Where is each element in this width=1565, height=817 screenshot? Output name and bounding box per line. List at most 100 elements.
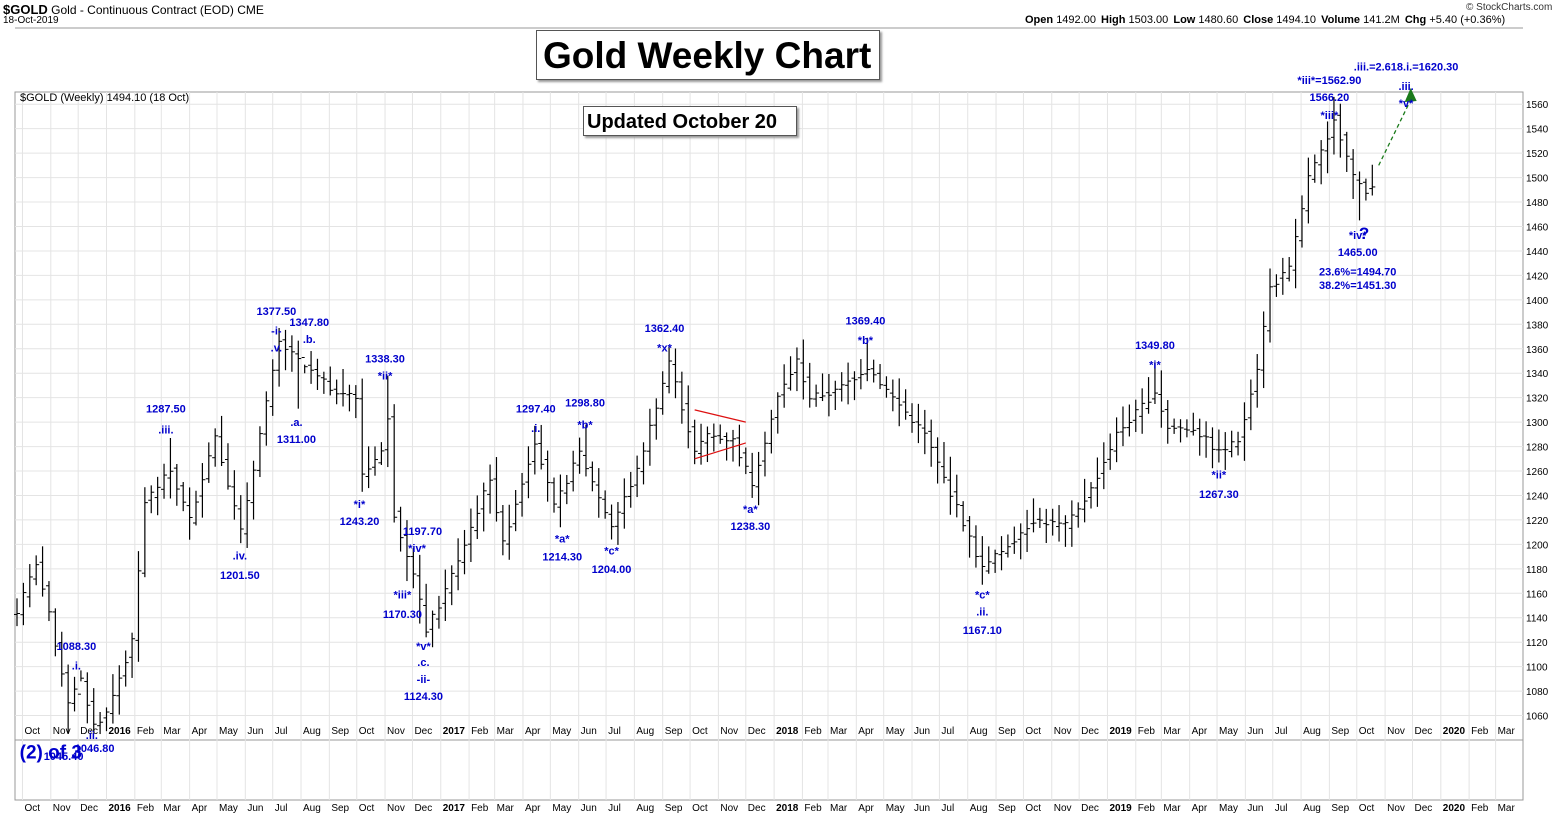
- wave-annotation: *c*: [604, 545, 619, 557]
- wave-annotation: *v*: [416, 641, 431, 653]
- wave-annotation: 1088.30: [56, 641, 96, 653]
- wave-annotation: 1238.30: [730, 521, 770, 533]
- wave-annotation: (2) of 3: [20, 742, 82, 763]
- x-tick-label: 2018: [776, 726, 799, 737]
- x-tick-label: Sep: [665, 803, 683, 814]
- x-tick-label: Mar: [163, 726, 181, 737]
- x-tick-label: May: [1219, 726, 1238, 737]
- wave-annotation: 1046.80: [75, 743, 115, 755]
- x-tick-label: Aug: [636, 726, 654, 737]
- x-tick-label: Jun: [914, 803, 930, 814]
- wave-annotation: .i.: [72, 660, 81, 672]
- x-tick-label: Sep: [1331, 726, 1349, 737]
- x-tick-label: Mar: [1163, 726, 1181, 737]
- wave-annotation: 1465.00: [1338, 247, 1378, 259]
- chg-value: +5.40 (+0.36%): [1429, 14, 1506, 26]
- x-tick-label: Jun: [247, 803, 263, 814]
- wave-annotation: 1214.30: [542, 552, 582, 564]
- wave-annotation: 1377.50: [256, 306, 296, 318]
- wave-annotation: 1566.20: [1310, 92, 1350, 104]
- volume-label: Volume: [1321, 14, 1361, 26]
- x-tick-label: May: [886, 803, 905, 814]
- x-tick-label: Mar: [830, 803, 848, 814]
- x-tick-label: Mar: [830, 726, 848, 737]
- x-tick-label: Nov: [387, 726, 405, 737]
- y-tick-label: 1460: [1526, 222, 1549, 233]
- y-axis: 1060 1080 1100 1120 1140 1160 1180 1200 1220 1240…: [1526, 100, 1549, 722]
- projection-arrowhead: [1404, 88, 1417, 102]
- x-tick-label: Aug: [636, 803, 654, 814]
- x-tick-label: Feb: [137, 726, 155, 737]
- wave-annotation: 1338.30: [365, 354, 405, 366]
- x-tick-label: Mar: [163, 803, 181, 814]
- x-tick-label: Feb: [137, 803, 155, 814]
- y-tick-label: 1320: [1526, 394, 1549, 405]
- x-tick-label: Feb: [1471, 803, 1489, 814]
- x-tick-label: Apr: [858, 803, 874, 814]
- x-tick-label: 2020: [1443, 803, 1466, 814]
- x-tick-label: Jul: [608, 726, 621, 737]
- update-note: Updated October 20: [583, 106, 797, 136]
- x-tick-label: Feb: [804, 726, 822, 737]
- wave-annotation: *a*: [743, 504, 758, 516]
- symbol-description: Gold - Continuous Contract (EOD): [51, 3, 234, 17]
- overlays: [694, 88, 1417, 460]
- x-tick-label: Dec: [80, 726, 98, 737]
- x-tick-label: 2018: [776, 803, 799, 814]
- x-tick-label: Jul: [1275, 803, 1288, 814]
- x-tick-label: Jun: [1247, 726, 1263, 737]
- high-value: 1503.00: [1128, 14, 1169, 26]
- y-tick-label: 1140: [1526, 614, 1548, 625]
- wave-annotation: *iii*: [1321, 110, 1339, 122]
- price-panel: [14, 91, 1524, 741]
- x-tick-label: Nov: [1387, 803, 1405, 814]
- wave-annotation: *i*: [1149, 360, 1161, 372]
- x-tick-label: Jul: [275, 726, 288, 737]
- y-tick-label: 1240: [1526, 491, 1549, 502]
- x-tick-label: Nov: [53, 726, 71, 737]
- x-tick-label: May: [552, 803, 571, 814]
- x-tick-label: Jul: [941, 726, 954, 737]
- x-tick-label: 2017: [443, 803, 466, 814]
- wave-annotation: .iii.: [1398, 81, 1413, 93]
- grid: [15, 92, 1523, 800]
- y-tick-label: 1560: [1526, 100, 1549, 111]
- exchange: CME: [237, 3, 264, 17]
- y-tick-label: 1420: [1526, 271, 1549, 282]
- y-tick-label: 1480: [1526, 198, 1549, 209]
- x-tick-label: May: [886, 726, 905, 737]
- y-tick-label: 1360: [1526, 345, 1549, 356]
- wave-annotation: .iv.: [233, 550, 247, 562]
- x-tick-label: Jul: [941, 803, 954, 814]
- x-tick-label: Sep: [331, 726, 349, 737]
- x-tick-label: Nov: [1054, 726, 1072, 737]
- x-tick-label: Oct: [1025, 803, 1041, 814]
- x-tick-label: 2016: [109, 803, 132, 814]
- x-tick-label: Feb: [1138, 726, 1156, 737]
- wave-annotation: 1349.80: [1135, 340, 1175, 352]
- x-tick-label: Aug: [1303, 803, 1321, 814]
- wave-annotation: *b*: [577, 420, 593, 432]
- ohlc-readout: Open 1492.00 High 1503.00 Low 1480.60 Cl…: [1025, 14, 1507, 26]
- x-tick-label: Mar: [1163, 803, 1181, 814]
- wave-annotation: 1204.00: [592, 564, 632, 576]
- chg-label: Chg: [1404, 14, 1427, 26]
- x-tick-label: Sep: [331, 803, 349, 814]
- x-tick-label: Apr: [525, 726, 541, 737]
- wave-annotation: 1201.50: [220, 570, 260, 582]
- wave-annotation: 1170.30: [383, 609, 422, 621]
- wave-annotation: 1197.70: [403, 526, 442, 538]
- x-tick-label: Apr: [858, 726, 874, 737]
- y-tick-label: 1280: [1526, 443, 1549, 454]
- x-tick-label: 2019: [1109, 726, 1132, 737]
- x-tick-label: Mar: [1498, 726, 1516, 737]
- wave-annotation: .ii.: [976, 607, 988, 619]
- x-tick-label: Aug: [303, 726, 321, 737]
- wave-annotation: *b*: [858, 335, 874, 347]
- y-tick-label: 1100: [1526, 663, 1548, 674]
- volume-value: 141.2M: [1363, 14, 1400, 26]
- x-tick-label: Aug: [303, 803, 321, 814]
- wave-annotation: *ii*: [1212, 470, 1227, 482]
- x-tick-label: Dec: [414, 803, 432, 814]
